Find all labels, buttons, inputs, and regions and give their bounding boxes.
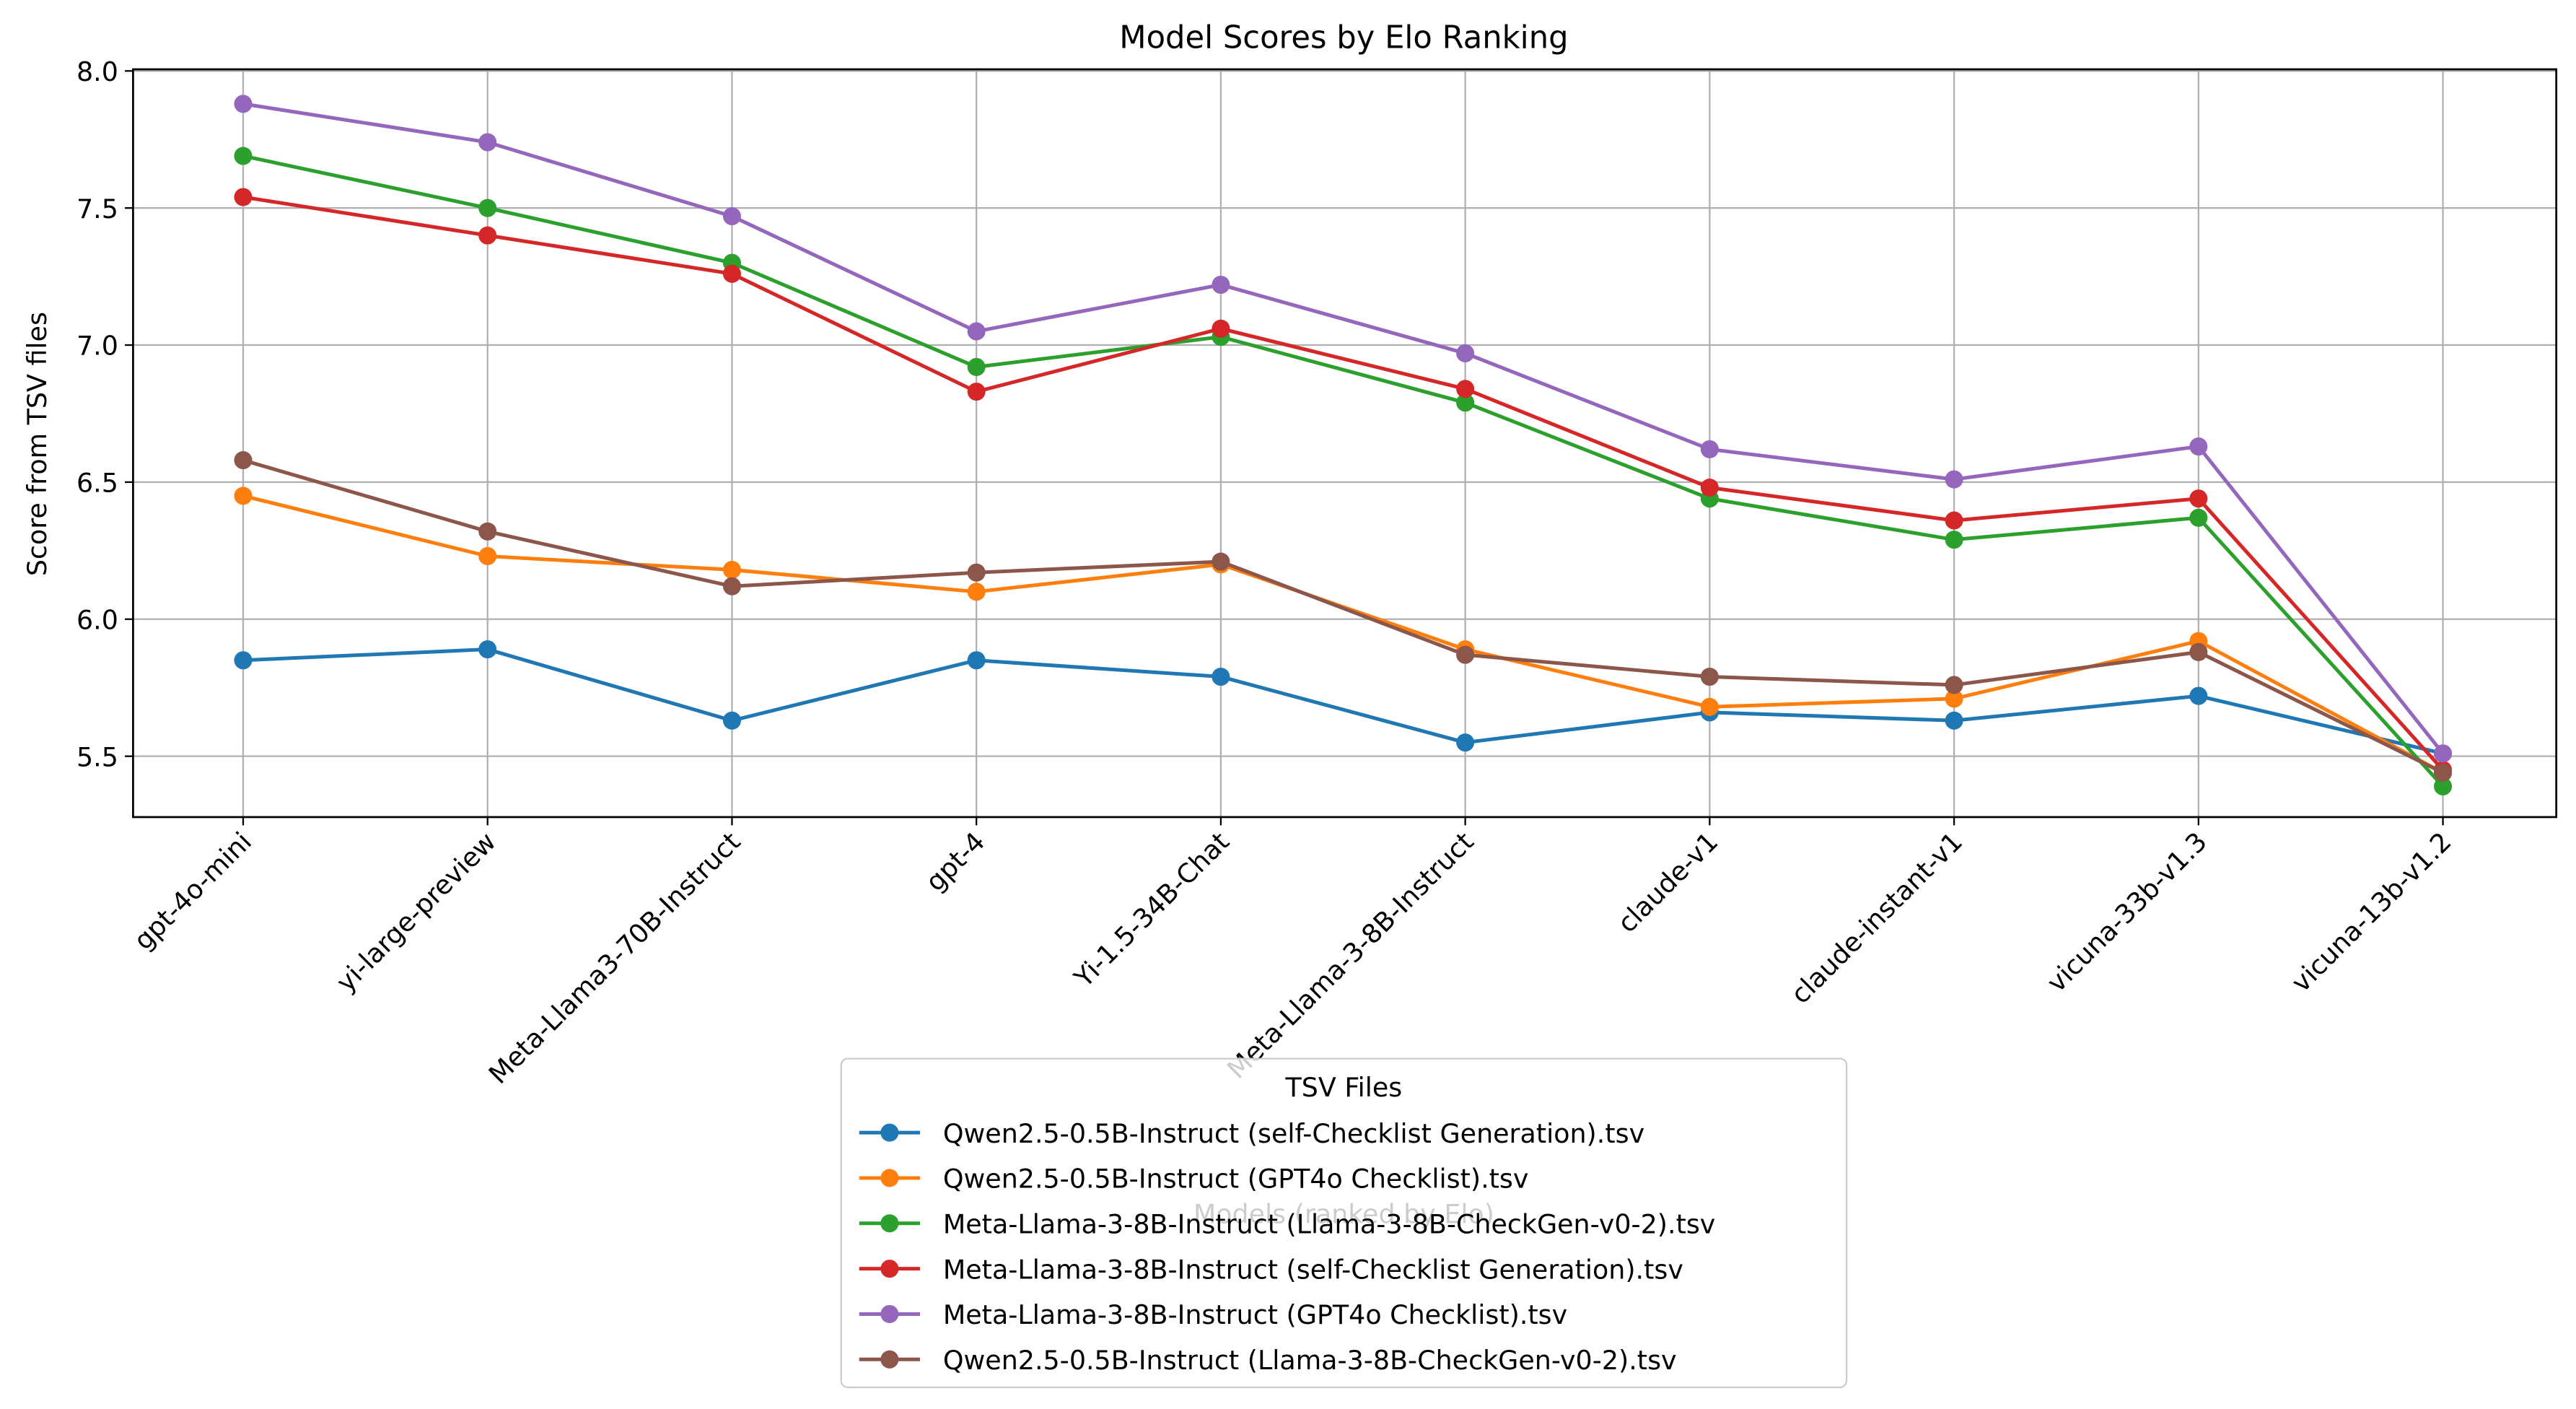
data-point bbox=[234, 451, 253, 470]
data-point bbox=[1212, 552, 1230, 571]
legend-label: Meta-Llama-3-8B-Instruct (self-Checklist… bbox=[943, 1254, 1683, 1285]
data-point bbox=[478, 133, 497, 152]
plot-frame bbox=[132, 68, 2558, 819]
data-point bbox=[1945, 511, 1963, 530]
legend-label: Qwen2.5-0.5B-Instruct (Llama-3-8B-CheckG… bbox=[943, 1345, 1677, 1376]
y-tick-label: 6.5 bbox=[76, 468, 118, 499]
data-point bbox=[478, 546, 497, 565]
legend-title: TSV Files bbox=[1285, 1072, 1403, 1103]
series-line bbox=[242, 154, 2445, 788]
data-point bbox=[722, 264, 741, 283]
series-line bbox=[242, 195, 2445, 772]
legend-label: Meta-Llama-3-8B-Instruct (GPT4o Checklis… bbox=[943, 1299, 1567, 1330]
data-point bbox=[1945, 689, 1963, 708]
series-line bbox=[242, 458, 2444, 775]
y-tick-label: 8.0 bbox=[76, 56, 118, 87]
legend-marker bbox=[880, 1350, 899, 1369]
data-point bbox=[234, 147, 253, 165]
data-point bbox=[722, 577, 741, 596]
y-tick-label: 7.0 bbox=[76, 331, 118, 362]
legend-marker bbox=[880, 1214, 899, 1233]
data-point bbox=[478, 226, 497, 245]
data-point bbox=[967, 651, 986, 670]
data-point bbox=[722, 711, 741, 730]
data-point bbox=[2434, 744, 2453, 763]
data-point bbox=[1700, 668, 1719, 686]
legend-marker bbox=[880, 1169, 899, 1187]
data-point bbox=[478, 640, 497, 659]
y-tick-label: 5.5 bbox=[76, 741, 118, 772]
data-point bbox=[722, 207, 741, 226]
data-point bbox=[1945, 711, 1963, 730]
data-point bbox=[2189, 489, 2208, 508]
y-tick-label: 6.0 bbox=[76, 604, 118, 635]
legend-label: Meta-Llama-3-8B-Instruct (Llama-3-8B-Che… bbox=[943, 1208, 1715, 1239]
data-point bbox=[1456, 344, 1475, 362]
data-point bbox=[1456, 645, 1475, 664]
data-point bbox=[1700, 478, 1719, 497]
data-point bbox=[1212, 668, 1230, 686]
data-point bbox=[1212, 319, 1230, 338]
data-point bbox=[1700, 440, 1719, 458]
data-point bbox=[1945, 676, 1963, 694]
data-point bbox=[722, 560, 741, 579]
data-point bbox=[478, 199, 497, 217]
legend: TSV Files Qwen2.5-0.5B-Instruct (self-Che… bbox=[840, 1057, 1848, 1389]
series-line bbox=[242, 102, 2445, 755]
data-point bbox=[234, 487, 253, 505]
data-point bbox=[967, 322, 986, 341]
legend-marker bbox=[880, 1304, 899, 1323]
data-point bbox=[2434, 777, 2453, 795]
data-point bbox=[2434, 763, 2453, 782]
data-point bbox=[967, 583, 986, 601]
legend-marker bbox=[880, 1123, 899, 1142]
data-point bbox=[2189, 642, 2208, 661]
data-point bbox=[1700, 697, 1719, 716]
data-point bbox=[478, 522, 497, 541]
series-line bbox=[242, 647, 2444, 756]
data-point bbox=[234, 651, 253, 670]
data-point bbox=[1456, 733, 1475, 752]
data-point bbox=[234, 95, 253, 113]
legend-box bbox=[840, 1057, 1848, 1389]
y-tick-label: 7.5 bbox=[76, 193, 118, 224]
data-point bbox=[2189, 437, 2208, 456]
legend-label: Qwen2.5-0.5B-Instruct (GPT4o Checklist).… bbox=[943, 1164, 1529, 1195]
chart-title: Model Scores by Elo Ranking bbox=[1119, 19, 1568, 56]
data-point bbox=[1456, 393, 1475, 412]
data-point bbox=[234, 188, 253, 206]
y-axis-label: Score from TSV files bbox=[22, 312, 53, 576]
data-point bbox=[1945, 531, 1963, 549]
data-point bbox=[2189, 686, 2208, 705]
data-point bbox=[2189, 508, 2208, 527]
data-point bbox=[1212, 275, 1230, 295]
data-point bbox=[1456, 380, 1475, 398]
legend-marker bbox=[880, 1260, 899, 1278]
legend-label: Qwen2.5-0.5B-Instruct (self-Checklist Ge… bbox=[943, 1118, 1644, 1149]
data-point bbox=[967, 563, 986, 582]
data-point bbox=[967, 383, 986, 401]
data-point bbox=[1945, 470, 1963, 489]
data-point bbox=[967, 357, 986, 376]
